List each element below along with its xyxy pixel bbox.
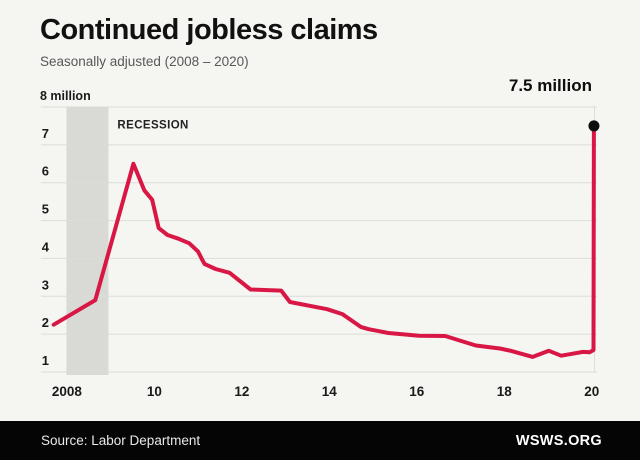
x-axis-label-2012: 12	[234, 384, 249, 399]
y-axis-label-5: 5	[42, 202, 49, 217]
brand-label: WSWS.ORG	[515, 432, 602, 449]
x-axis-label-2020: 20	[584, 384, 599, 399]
x-axis-label-2018: 18	[497, 384, 513, 399]
endpoint-value-annotation: 7.5 million	[508, 76, 592, 95]
y-axis-label-1: 1	[42, 353, 49, 368]
y-axis-label-7: 7	[42, 126, 49, 141]
x-axis-label-2016: 16	[409, 384, 425, 399]
chart-subtitle: Seasonally adjusted (2008 – 2020)	[40, 54, 249, 69]
x-axis-label-2014: 14	[322, 384, 338, 399]
recession-label: RECESSION	[117, 120, 188, 132]
claims-data-line	[51, 123, 596, 359]
footer-bar: Source: Labor Department WSWS.ORG	[0, 421, 640, 460]
x-axis-label-2008: 2008	[52, 384, 83, 399]
y-axis-label-8: 8 million	[40, 89, 91, 103]
y-axis-label-4: 4	[42, 239, 50, 254]
x-axis-label-2010: 10	[147, 384, 162, 399]
y-axis-label-3: 3	[42, 277, 49, 292]
page-title: Continued jobless claims	[40, 14, 378, 46]
endpoint-dot	[588, 120, 600, 132]
y-axis-label-6: 6	[42, 164, 49, 179]
source-label: Source: Labor Department	[41, 433, 201, 448]
y-axis-label-2: 2	[42, 315, 49, 330]
recession-band	[66, 107, 109, 375]
